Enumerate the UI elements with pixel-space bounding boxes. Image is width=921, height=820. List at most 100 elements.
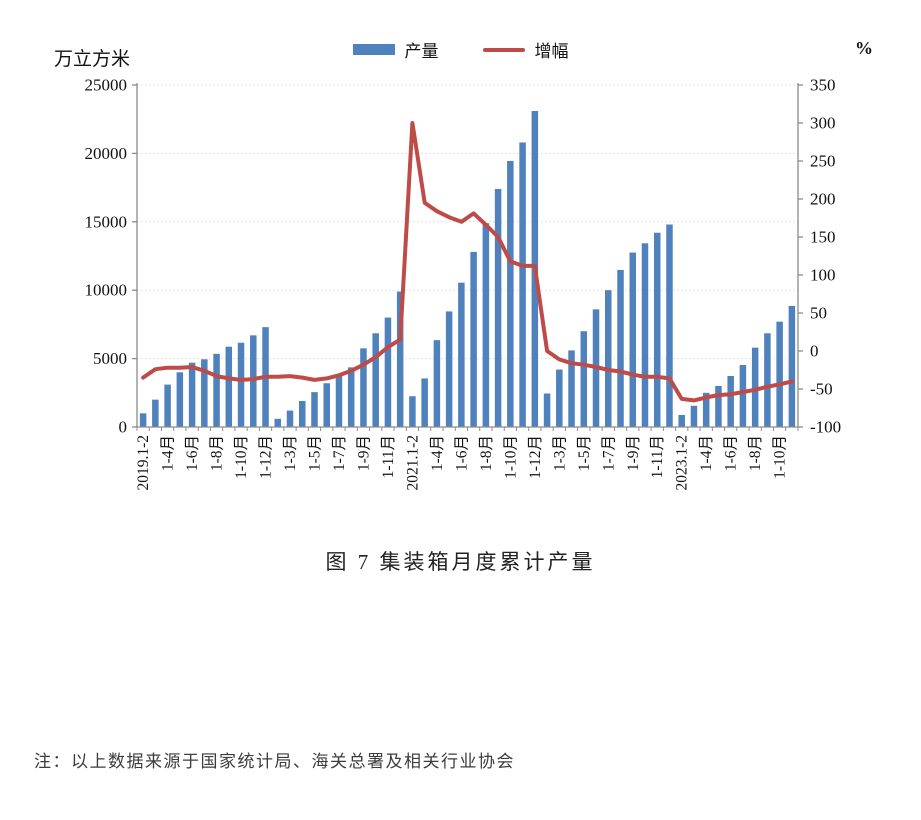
production-bar (617, 269, 624, 427)
production-bar (237, 342, 245, 427)
production-bar (445, 311, 453, 427)
production-bar (678, 414, 685, 427)
production-bar (666, 224, 673, 427)
production-bar (421, 378, 428, 427)
x-axis-label: 1-8月 (478, 435, 495, 471)
production-bar (384, 317, 392, 427)
y-axis-label-right: 100 (810, 266, 836, 285)
x-axis-label: 1-3月 (551, 435, 568, 471)
y-axis-label-right: 50 (810, 304, 827, 323)
production-bar (188, 362, 196, 427)
production-bar (225, 346, 233, 427)
production-bar (702, 392, 710, 427)
x-axis-label: 1-11月 (380, 435, 397, 478)
x-axis-label: 1-12月 (527, 435, 544, 479)
x-axis-label: 1-10月 (502, 435, 519, 479)
y-axis-label-left: 25000 (85, 76, 128, 95)
x-axis-label: 1-5月 (576, 435, 593, 471)
production-bar (543, 393, 551, 427)
production-bar (690, 405, 698, 427)
x-axis-label: 1-4月 (160, 435, 177, 471)
production-bar (347, 367, 355, 427)
x-axis-label: 2019.1-2 (135, 435, 152, 491)
chart-legend: 产量 增幅 (0, 37, 921, 62)
production-bar (274, 418, 282, 427)
x-axis-label: 1-10月 (233, 435, 250, 479)
production-bar (458, 282, 465, 427)
x-axis-label: 1-8月 (747, 435, 764, 471)
production-bar (409, 396, 416, 427)
y-axis-label-right: 200 (810, 190, 836, 209)
production-bar (641, 243, 649, 427)
production-bar (739, 365, 747, 427)
production-bar (323, 383, 330, 427)
production-bar (556, 369, 563, 427)
y-axis-label-left: 20000 (85, 144, 128, 163)
x-axis-label: 1-6月 (184, 435, 201, 471)
production-bar (311, 392, 318, 427)
production-bar (176, 372, 184, 427)
production-legend-swatch-icon (352, 44, 395, 55)
y-axis-label-right: -50 (810, 380, 833, 399)
x-axis-label: 1-7月 (600, 435, 617, 471)
left-axis-unit-label: 万立方米 (54, 49, 131, 70)
x-axis-label: 1-7月 (331, 435, 348, 471)
production-bar (776, 321, 783, 427)
x-axis-label: 1-6月 (723, 435, 740, 471)
x-axis-label: 1-4月 (698, 435, 715, 471)
y-axis-label-right: 0 (810, 342, 819, 361)
production-bar (250, 335, 257, 427)
production-bar (568, 350, 575, 427)
production-bar (605, 290, 612, 427)
production-bar (494, 188, 502, 427)
production-bar (653, 232, 661, 427)
production-bar (433, 340, 441, 427)
x-axis-label: 1-12月 (258, 435, 275, 479)
y-axis-label-right: 150 (810, 228, 836, 247)
x-axis-label: 1-9月 (355, 435, 372, 471)
production-bar (299, 401, 306, 427)
y-axis-label-left: 10000 (85, 281, 128, 300)
production-bar (629, 252, 636, 427)
container-production-growth-chart: 0 5000 10000 15000 20000 25000 -100 -50 0 50 100 15… (85, 76, 842, 491)
production-bar (715, 385, 722, 427)
production-bar (764, 333, 771, 427)
y-axis-label-right: -100 (810, 418, 841, 437)
production-bar (286, 410, 294, 427)
x-axis-label: 1-11月 (649, 435, 666, 478)
production-bar (201, 359, 208, 427)
source-note: 注：以上数据来源于国家统计局、海关总署及相关行业协会 (34, 752, 515, 771)
x-axis-label: 1-9月 (625, 435, 642, 471)
y-axis-label-right: 250 (810, 152, 836, 171)
production-bar (164, 384, 171, 427)
chart-title: 图 7 集装箱月度累计产量 (325, 550, 596, 574)
x-axis-label: 2023.1-2 (674, 435, 691, 491)
production-bar (507, 160, 514, 427)
production-bar (152, 399, 159, 427)
growth-legend-label: 增幅 (534, 42, 569, 61)
production-bar (580, 331, 588, 427)
production-legend-label: 产量 (404, 42, 439, 61)
production-bar (788, 305, 796, 427)
x-axis-label: 1-5月 (306, 435, 323, 471)
right-axis-unit-label: % (855, 38, 873, 58)
production-bar (360, 348, 367, 427)
y-axis-label-left: 5000 (93, 349, 127, 368)
production-bar (335, 375, 343, 427)
growth-line (141, 121, 794, 403)
x-axis-label: 1-3月 (282, 435, 299, 471)
production-bar (372, 333, 379, 427)
production-bar (482, 223, 490, 427)
production-bar (519, 142, 526, 427)
x-axis-label: 1-6月 (453, 435, 470, 471)
x-axis-label: 1-10月 (772, 435, 789, 479)
x-axis-label: 2021.1-2 (404, 435, 421, 491)
production-bar (213, 353, 220, 427)
y-axis-label-left: 15000 (85, 212, 128, 231)
production-bar (396, 291, 404, 427)
y-axis-label-right: 350 (810, 76, 836, 95)
production-bar (727, 375, 734, 427)
production-bar (139, 413, 147, 427)
x-axis-label: 1-8月 (209, 435, 226, 471)
